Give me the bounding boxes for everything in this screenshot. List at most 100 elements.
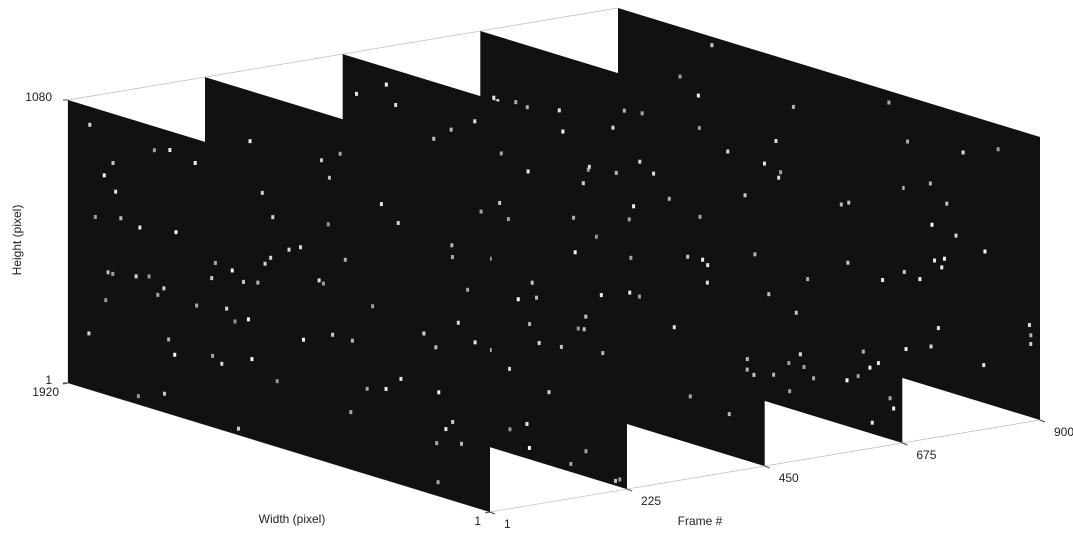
pixel-speck: [104, 298, 107, 302]
pixel-speck: [706, 281, 709, 285]
pixel-speck: [779, 170, 782, 174]
pixel-speck: [777, 176, 780, 180]
pixel-speck: [698, 126, 701, 130]
x-tick: [765, 466, 770, 468]
pixel-speck: [526, 105, 529, 109]
pixel-speck: [210, 276, 213, 280]
pixel-speck: [629, 256, 632, 260]
pixel-speck: [847, 201, 850, 205]
pixel-speck: [930, 223, 933, 227]
pixel-speck: [174, 230, 177, 234]
pixel-speck: [460, 442, 463, 446]
pixel-speck: [710, 43, 713, 47]
pixel-speck: [508, 427, 511, 431]
pixel-speck: [450, 128, 453, 132]
x-tick-label: 450: [779, 471, 799, 485]
pixel-speck: [600, 293, 603, 297]
pixel-speck: [1028, 323, 1031, 327]
pixel-speck: [679, 75, 682, 79]
pixel-speck: [320, 158, 323, 162]
pixel-speck: [774, 139, 777, 143]
pixel-speck: [507, 217, 510, 221]
pixel-speck: [788, 389, 791, 393]
x-tick: [902, 443, 907, 445]
pixel-speck: [435, 441, 438, 445]
pixel-speck: [299, 245, 302, 249]
pixel-speck: [595, 235, 598, 239]
pixel-speck: [588, 165, 591, 169]
pixel-speck: [806, 277, 809, 281]
pixel-speck: [220, 362, 223, 366]
pixel-speck: [903, 270, 906, 274]
z-tick-label: 1080: [25, 90, 52, 104]
pixel-speck: [628, 291, 631, 295]
pixel-speck: [614, 479, 617, 483]
pixel-speck: [256, 281, 259, 285]
pixel-speck: [668, 197, 671, 201]
pixel-speck: [881, 278, 884, 282]
pixel-speck: [1029, 333, 1032, 337]
pixel-speck: [632, 204, 635, 208]
pixel-speck: [264, 262, 267, 266]
pixel-speck: [686, 255, 689, 259]
pixel-speck: [138, 226, 141, 230]
pixel-speck: [500, 151, 503, 155]
pixel-speck: [726, 150, 729, 154]
pixel-speck: [577, 326, 580, 330]
y-tick-label: 1: [474, 514, 481, 528]
pixel-speck: [887, 101, 890, 105]
pixel-speck: [812, 376, 815, 380]
pixel-speck: [763, 162, 766, 166]
pixel-speck: [795, 311, 798, 315]
pixel-speck: [752, 373, 755, 377]
pixel-speck: [327, 222, 330, 226]
pixel-speck: [351, 339, 354, 343]
pixel-speck: [261, 191, 264, 195]
pixel-speck: [168, 148, 171, 152]
pixel-speck: [962, 150, 965, 154]
pixel-speck: [269, 256, 272, 260]
pixel-speck: [380, 202, 383, 206]
pixel-speck: [167, 337, 170, 341]
pixel-speck: [422, 331, 425, 335]
pixel-speck: [601, 351, 604, 355]
pixel-speck: [451, 255, 454, 259]
pixel-speck: [492, 96, 495, 100]
pixel-speck: [444, 427, 447, 431]
pixel-speck: [437, 390, 440, 394]
pixel-speck: [746, 357, 749, 361]
pixel-speck: [698, 215, 701, 219]
pixel-speck: [561, 130, 564, 134]
pixel-speck: [237, 427, 240, 431]
pixel-speck: [397, 221, 400, 225]
pixel-speck: [163, 392, 166, 396]
pixel-speck: [457, 321, 460, 325]
pixel-speck: [706, 263, 709, 267]
pixel-speck: [892, 406, 895, 410]
pixel-speck: [517, 297, 520, 301]
pixel-speck: [701, 258, 704, 262]
pixel-speck: [877, 361, 880, 365]
x-tick-label: 900: [1054, 425, 1073, 439]
pixel-speck: [933, 259, 936, 263]
pixel-speck: [339, 152, 342, 156]
pixel-speck: [302, 338, 305, 342]
x-tick-label: 675: [916, 448, 936, 462]
pixel-speck: [943, 257, 946, 261]
pixel-speck: [572, 216, 575, 220]
pixel-speck: [195, 304, 198, 308]
pixel-speck: [582, 181, 585, 185]
pixel-speck: [451, 420, 454, 424]
pixel-speck: [618, 477, 621, 481]
pixel-speck: [652, 172, 655, 176]
pixel-speck: [615, 171, 618, 175]
pixel-speck: [558, 108, 561, 112]
y-tick-label: 1920: [32, 385, 59, 399]
pixel-speck: [574, 250, 577, 254]
pixel-speck: [584, 449, 587, 453]
pixel-speck: [930, 344, 933, 348]
pixel-speck: [466, 288, 469, 292]
pixel-speck: [214, 261, 217, 265]
x-tick-label: 1: [504, 517, 511, 531]
pixel-speck: [525, 422, 528, 426]
